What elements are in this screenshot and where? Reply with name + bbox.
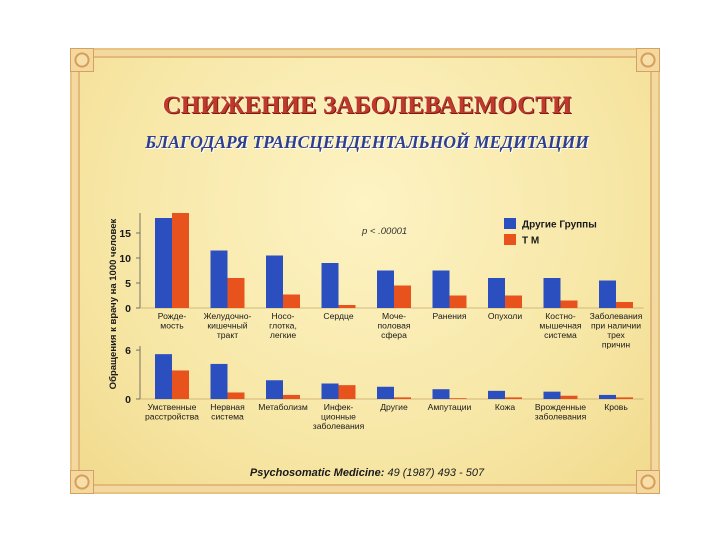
bar-top-panel (283, 294, 300, 308)
bar-bottom-panel (488, 390, 505, 399)
bar-bottom-panel (394, 397, 411, 399)
y-tick-label: 10 (119, 253, 131, 265)
citation: Psychosomatic Medicine: 49 (1987) 493 - … (72, 467, 662, 479)
bar-top-panel (599, 280, 616, 308)
x-tick-label: Ранения (433, 311, 467, 321)
x-tick-label: Нервная система (210, 402, 245, 422)
x-tick-label: Желудочно-кишечный тракт (204, 311, 252, 340)
x-tick-label: Кровь (604, 402, 628, 412)
significance-annotation: p < .00001 (361, 226, 407, 237)
legend-label: Т М (522, 236, 539, 247)
bar-bottom-panel (155, 354, 172, 399)
bar-bottom-panel (172, 370, 189, 399)
x-tick-label: Умственные расстройства (145, 402, 199, 422)
bar-top-panel (488, 278, 505, 308)
frame-corner-ornament (636, 470, 660, 494)
x-tick-label: Моче-половая сфера (377, 311, 410, 340)
slide-subtitle: БЛАГОДАРЯ ТРАНСЦЕНДЕНТАЛЬНОЙ МЕДИТАЦИИ (145, 132, 589, 152)
bar-bottom-panel (283, 394, 300, 399)
legend-label: Другие Группы (522, 220, 597, 231)
bar-top-panel (155, 218, 172, 308)
bar-top-panel (377, 270, 394, 308)
bar-top-panel (616, 302, 633, 308)
bar-bottom-panel (227, 392, 245, 399)
bar-bottom-panel (560, 395, 578, 399)
bar-top-panel (210, 250, 228, 308)
x-tick-label: Ампутации (428, 402, 472, 412)
x-tick-label: Носо-глотка, легкие (269, 311, 297, 340)
frame-corner-ornament (70, 48, 94, 72)
bar-bottom-panel (321, 383, 339, 399)
x-tick-label: Заболевания при наличии трех причин (590, 311, 643, 350)
y-tick-label: 0 (125, 394, 131, 406)
bar-top-panel (505, 295, 522, 308)
bar-bottom-panel (432, 389, 450, 399)
bar-top-panel (543, 278, 561, 308)
bar-bottom-panel (210, 363, 228, 399)
bar-bottom-panel (338, 385, 356, 399)
x-tick-label: Метаболизм (258, 402, 308, 412)
x-tick-label: Костно-мышечная система (539, 311, 581, 340)
x-tick-label: Опухоли (488, 311, 522, 321)
bar-top-panel (266, 255, 283, 308)
x-tick-label: Другие (380, 402, 408, 412)
frame-corner-ornament (636, 48, 660, 72)
citation-journal: Psychosomatic Medicine: (249, 467, 385, 479)
x-tick-label: Врожденные заболевания (535, 402, 587, 422)
bar-bottom-panel (505, 397, 522, 399)
bar-top-panel (432, 270, 450, 308)
x-tick-label: Рожде-мость (158, 311, 187, 331)
slide-title: СНИЖЕНИЕ ЗАБОЛЕВАЕМОСТИ (162, 92, 572, 119)
citation-details: 49 (1987) 493 - 507 (384, 467, 485, 479)
x-tick-label: Сердце (323, 311, 353, 321)
bar-bottom-panel (616, 397, 633, 399)
bar-top-panel (560, 300, 578, 308)
bar-chart: 0 5 10 15 Рожде-мость Желудочно-кишечный тракт… (108, 213, 644, 431)
bar-top-panel (227, 278, 245, 308)
bar-top-panel (449, 295, 467, 308)
bar-bottom-panel (266, 380, 283, 399)
y-tick-label: 5 (125, 278, 131, 290)
bar-bottom-panel (449, 398, 467, 399)
x-tick-label: Инфек-ционные заболевания (313, 402, 365, 431)
bar-top-panel (172, 213, 189, 308)
y-tick-label: 6 (125, 345, 131, 357)
slide-frame: СНИЖЕНИЕ ЗАБОЛЕВАЕМОСТИ БЛАГОДАРЯ ТРАНСЦ… (70, 48, 660, 494)
frame-corner-ornament (70, 470, 94, 494)
bar-bottom-panel (599, 394, 616, 399)
x-tick-label: Кожа (495, 402, 515, 412)
bar-bottom-panel (377, 386, 394, 399)
legend-swatch (504, 218, 516, 229)
bar-bottom-panel (543, 391, 561, 399)
y-axis-title: Обращения к врачу на 1000 человек (108, 218, 119, 389)
bar-top-panel (338, 305, 356, 308)
bar-top-panel (321, 263, 339, 308)
y-tick-label: 15 (119, 228, 131, 240)
y-tick-label: 0 (125, 303, 131, 315)
bar-top-panel (394, 285, 411, 308)
legend-swatch (504, 234, 516, 245)
